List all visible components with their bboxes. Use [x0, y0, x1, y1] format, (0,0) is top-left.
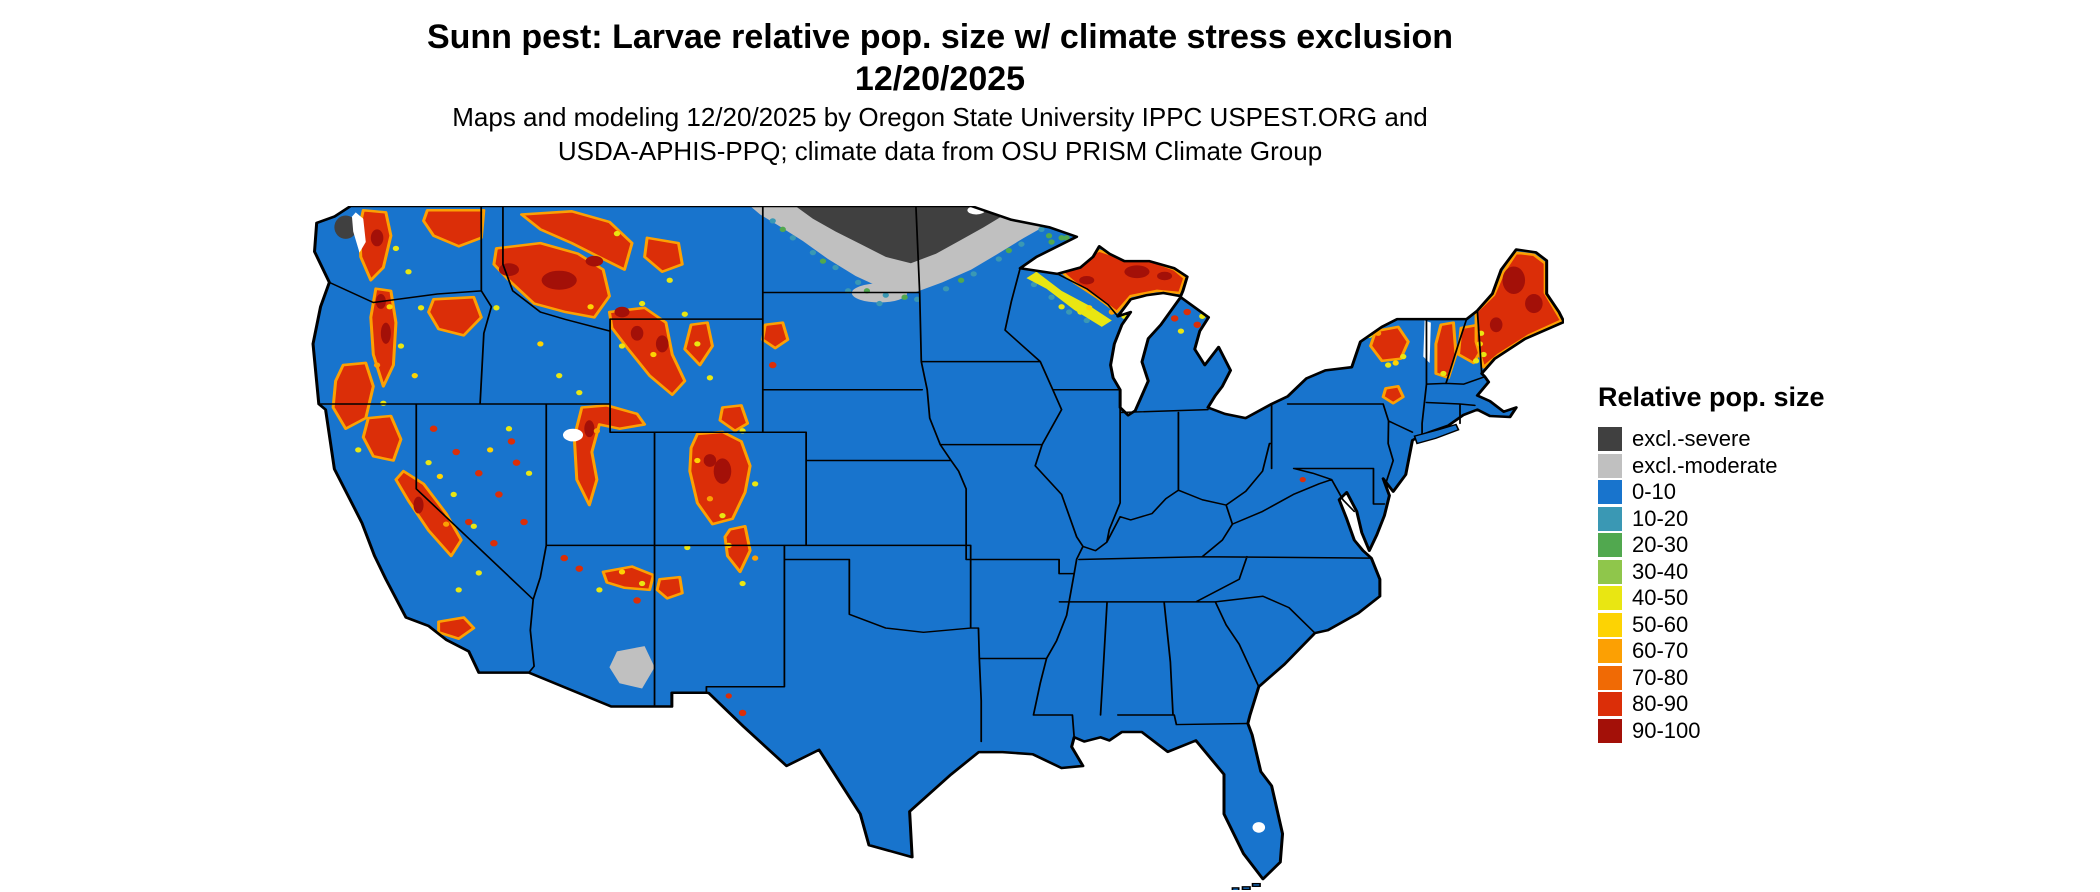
florida-keys — [1231, 882, 1261, 890]
legend-entries: excl.-severe excl.-moderate 0-10 10-20 2… — [1598, 427, 1878, 743]
legend-entry: excl.-severe — [1598, 427, 1878, 451]
legend-entry: 30-40 — [1598, 558, 1878, 584]
legend-entry-label: 70-80 — [1632, 664, 1689, 690]
great-salt-lake — [562, 428, 584, 442]
southeast-arizona-exclusion — [609, 646, 655, 689]
legend-entry: 60-70 — [1598, 639, 1878, 663]
mountain-hotspots-west — [331, 208, 790, 640]
map-subtitle-line1: Maps and modeling 12/20/2025 by Oregon S… — [452, 102, 1428, 132]
legend-swatch — [1598, 639, 1622, 663]
northeast-washington-hotspot — [422, 208, 486, 248]
legend-swatch — [1598, 480, 1622, 504]
olympic-exclusion — [334, 215, 357, 239]
transition-specks-hot — [355, 230, 1487, 717]
legend-entry-label: 0-10 — [1632, 479, 1677, 504]
state-borders — [317, 206, 1486, 743]
legend-title: Relative pop. size — [1598, 382, 1825, 412]
legend-entry-label: 30-40 — [1632, 558, 1689, 584]
hotspot-dark-cores — [370, 229, 1543, 514]
legend-swatch — [1598, 559, 1622, 584]
legend-swatch — [1598, 427, 1622, 451]
long-island — [1413, 423, 1460, 445]
legend-entry: 40-50 — [1598, 586, 1878, 610]
legend-entry-label: 40-50 — [1632, 585, 1689, 610]
map-title-line1: Sunn pest: Larvae relative pop. size w/ … — [426, 18, 1454, 56]
us-map — [311, 206, 1564, 890]
exclusion-severe-band — [795, 206, 1014, 264]
transition-specks-low — [769, 218, 1090, 324]
legend-entry-label: 90-100 — [1632, 717, 1701, 743]
sierra-nevada-hotspot — [394, 469, 463, 558]
catskills-hotspot — [1381, 385, 1405, 405]
legend-entry-label: excl.-severe — [1632, 426, 1751, 451]
maine-hotspot — [1474, 251, 1563, 369]
figure-header: Sunn pest: Larvae relative pop. size w/ … — [0, 16, 1880, 168]
northern-plains-exclusion — [334, 206, 1057, 689]
legend-swatch — [1598, 506, 1622, 531]
legend-entry: excl.-moderate — [1598, 452, 1878, 478]
legend-entry: 90-100 — [1598, 717, 1878, 743]
north-wisconsin-fringe — [1026, 271, 1112, 327]
legend-entry: 80-90 — [1598, 692, 1878, 716]
legend-swatch — [1598, 612, 1622, 637]
puget-sound — [351, 212, 366, 253]
western-montana-hotspot — [520, 210, 634, 271]
legend-entry: 10-20 — [1598, 505, 1878, 531]
legend-entry: 20-30 — [1598, 533, 1878, 557]
yellowstone-windriver-hotspot — [607, 306, 687, 397]
legend-swatch — [1598, 665, 1622, 690]
legend-swatch — [1598, 586, 1622, 610]
klamath-hotspot — [331, 361, 375, 430]
legend-entry-label: excl.-moderate — [1632, 452, 1778, 478]
map-legend: Relative pop. size excl.-severe excl.-mo… — [1598, 382, 1878, 745]
southeast-wyoming-hotspot — [718, 404, 750, 433]
legend-entry: 0-10 — [1598, 480, 1878, 504]
legend-swatch — [1598, 718, 1622, 743]
legend-swatch — [1598, 692, 1622, 716]
sangre-de-cristo-hotspot — [723, 524, 752, 574]
southern-california-hotspot — [437, 616, 476, 640]
map-subtitle-line2: USDA-APHIS-PPQ; climate data from OSU PR… — [557, 136, 1323, 166]
legend-entry-label: 50-60 — [1632, 611, 1689, 637]
legend-entry-label: 60-70 — [1632, 638, 1689, 663]
lake-okeechobee — [1252, 822, 1266, 833]
legend-swatch — [1598, 453, 1622, 478]
map-title-date: 12/20/2025 — [854, 60, 1026, 98]
legend-entry-label: 20-30 — [1632, 532, 1689, 557]
central-montana-hotspot — [643, 236, 684, 274]
legend-entry: 70-80 — [1598, 664, 1878, 690]
legend-entry-label: 80-90 — [1632, 691, 1689, 716]
gila-hotspot — [655, 575, 684, 600]
legend-entry: 50-60 — [1598, 611, 1878, 637]
legend-swatch — [1598, 533, 1622, 557]
legend-entry-label: 10-20 — [1632, 505, 1689, 531]
blue-mountains-hotspot — [427, 295, 483, 337]
shasta-hotspot — [361, 414, 403, 462]
